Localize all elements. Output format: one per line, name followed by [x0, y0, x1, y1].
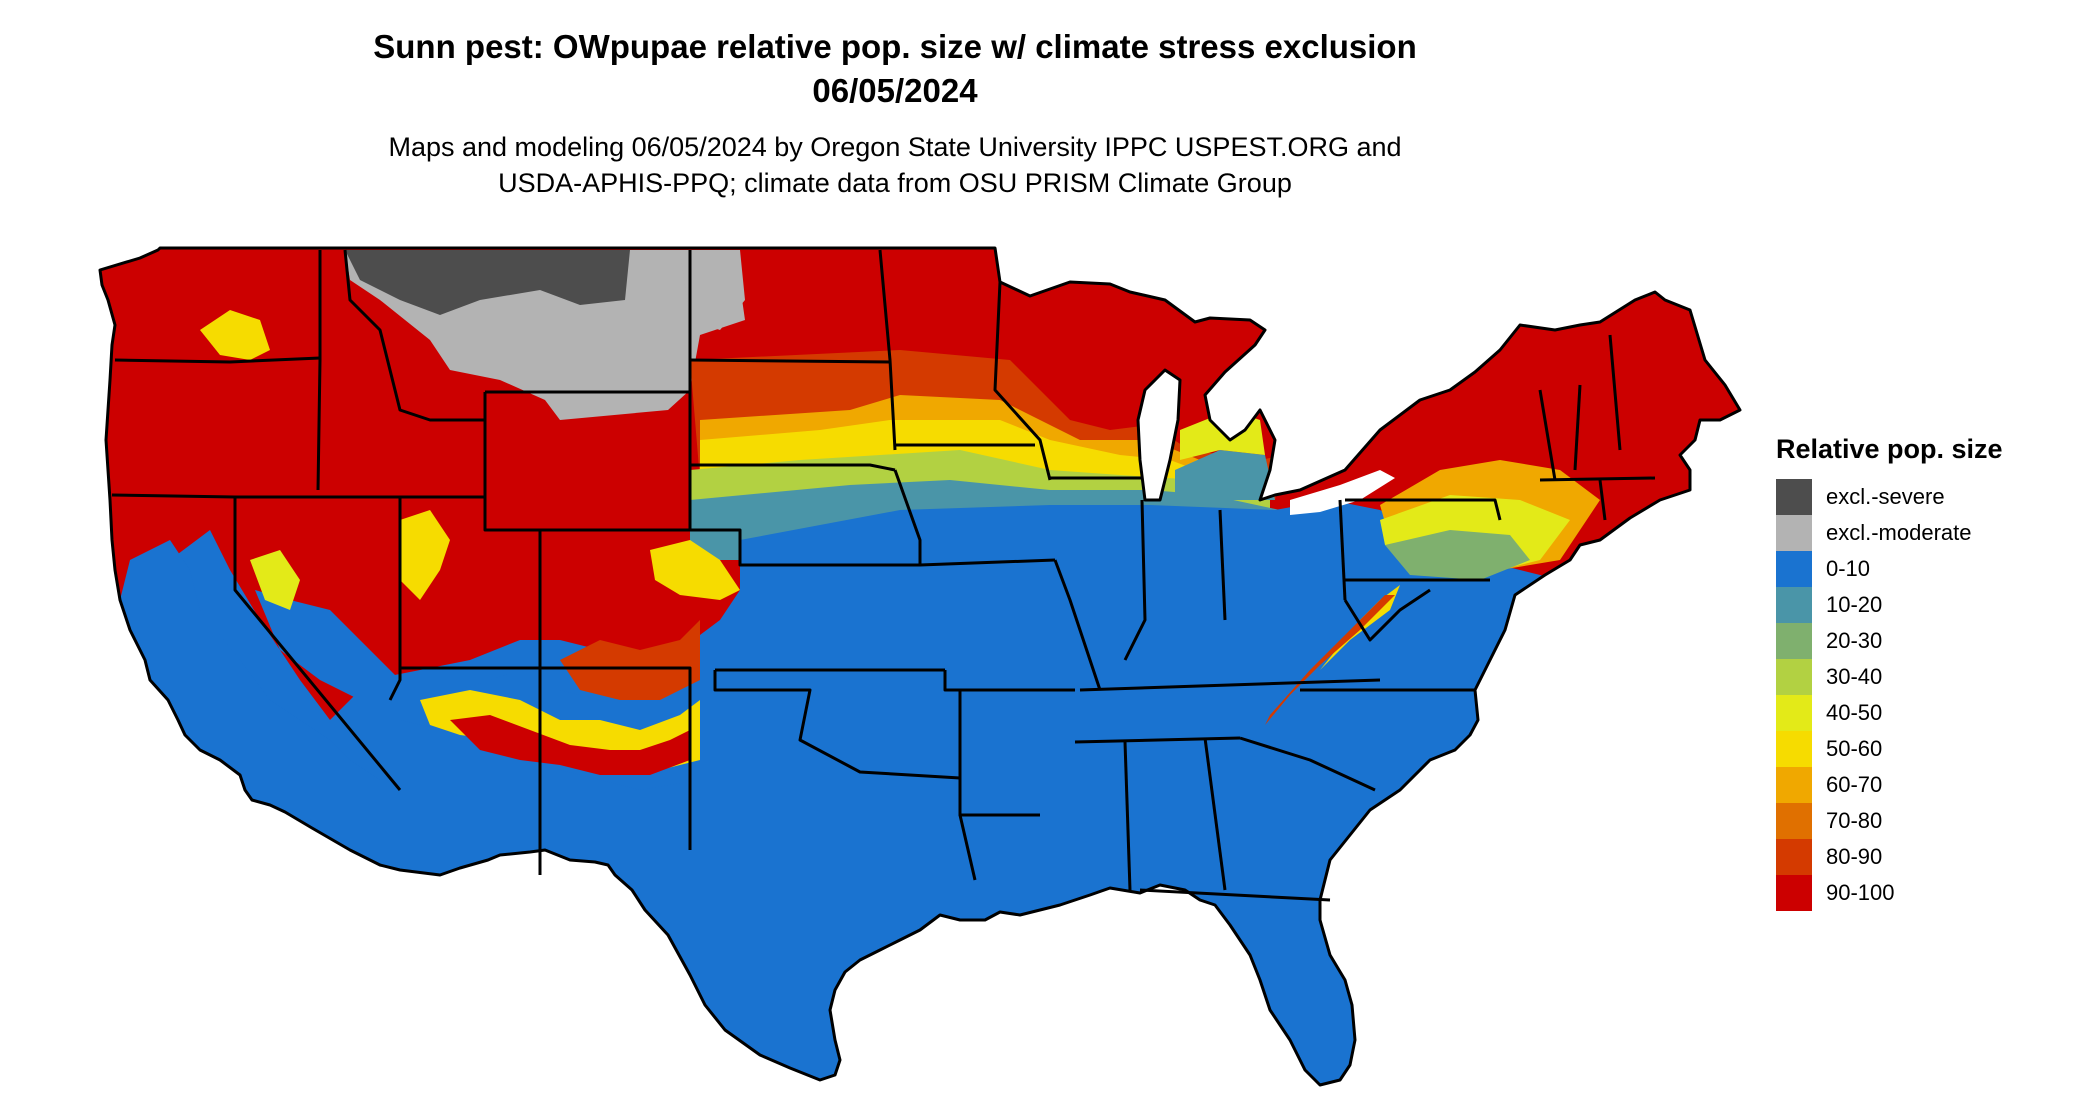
border-wv-va [1343, 588, 1431, 642]
legend-swatch [1776, 587, 1812, 623]
legend-label: 10-20 [1826, 592, 1883, 617]
border-ma-south [1539, 476, 1656, 482]
legend-swatch [1776, 551, 1812, 587]
legend-item: 0-10 [1776, 551, 2003, 587]
legend-swatch [1776, 839, 1812, 875]
zone-20-30-northeast [1385, 530, 1530, 580]
border-dakotas-mn [878, 249, 897, 451]
legend-swatch [1776, 659, 1812, 695]
border-in-oh [1218, 509, 1227, 621]
legend-item: 50-60 [1776, 731, 2003, 767]
border-ga-fl [1139, 888, 1331, 902]
map-subtitle-line-2: USDA-APHIS-PPQ; climate data from OSU PR… [498, 168, 1292, 198]
map-title: Sunn pest: OWpupae relative pop. size w/… [373, 28, 1417, 65]
border-ok-tx [713, 670, 961, 780]
legend-title: Relative pop. size [1776, 434, 2003, 464]
border-vt-nh [1573, 384, 1582, 471]
border-nv-ut [318, 495, 402, 701]
border-ny-vt [1538, 389, 1557, 481]
legend-item: 30-40 [1776, 659, 2003, 695]
border-mo-south [943, 670, 1075, 692]
border-id-west [316, 250, 322, 491]
legend-label: 90-100 [1826, 880, 1895, 905]
zone-50-60-washington-patch [200, 310, 270, 360]
legend-item: 80-90 [1776, 839, 2003, 875]
border-pa-ny [1345, 498, 1502, 521]
border-ky-tn [1079, 678, 1381, 692]
legend-item: 20-30 [1776, 623, 2003, 659]
border-mo-il [1053, 559, 1102, 691]
border-tx-la [958, 778, 977, 881]
legend-label: 0-10 [1826, 556, 1871, 581]
lake-michigan [1138, 370, 1180, 500]
zone-excl-severe-montana [345, 250, 630, 315]
zone-50-60-colorado-patch [650, 540, 740, 600]
zone-0-10-california [120, 540, 380, 860]
legend-label: 70-80 [1826, 808, 1883, 833]
us-outline [98, 246, 1742, 1087]
border-nd-sd [689, 358, 891, 364]
zone-80-90-new-mexico-patch [560, 620, 700, 700]
state-borders [98, 246, 1742, 1087]
legend-label: excl.-moderate [1826, 520, 1972, 545]
zone-10-20-michigan [1175, 450, 1275, 500]
border-id-mt [343, 249, 485, 422]
legend-swatch [1776, 479, 1812, 515]
border-sd-ne [690, 463, 896, 472]
legend-swatch [1776, 767, 1812, 803]
legend-label: 20-30 [1826, 628, 1883, 653]
map-date: 06/05/2024 [812, 72, 978, 109]
border-nh-me [1608, 334, 1622, 451]
border-nm-tx [540, 666, 692, 850]
legend-swatch [1776, 731, 1812, 767]
legend-item: excl.-severe [1776, 479, 2003, 515]
border-ne-ks [690, 528, 920, 567]
legend-swatch [1776, 803, 1812, 839]
border-il-in [1123, 499, 1147, 661]
legend-item: 60-70 [1776, 767, 2003, 803]
legend-label: 50-60 [1826, 736, 1883, 761]
legend-swatch [1776, 623, 1812, 659]
legend-item: 40-50 [1776, 695, 2003, 731]
border-sc-nc [1239, 736, 1376, 792]
map-legend: Relative pop. size excl.-severe excl.-mo… [1776, 434, 2003, 911]
zone-90-100-arizona-patch [450, 715, 690, 775]
border-wa-or [114, 356, 321, 364]
legend-label: 30-40 [1826, 664, 1883, 689]
border-oh-pa [1338, 499, 1347, 601]
lake-erie [1290, 470, 1395, 515]
legend-item: 10-20 [1776, 587, 2003, 623]
border-tn-south [1074, 736, 1241, 744]
map-subtitle-line-1: Maps and modeling 06/05/2024 by Oregon S… [388, 132, 1402, 162]
border-mn-wi [993, 281, 1052, 481]
border-al-ga [1203, 737, 1227, 891]
legend-swatch [1776, 515, 1812, 551]
zone-excl-moderate-nd [680, 250, 745, 330]
zone-40-50-nevada-patch [250, 550, 300, 610]
border-ca-nv [233, 497, 402, 791]
legend-label: excl.-severe [1826, 484, 1945, 509]
legend-swatch [1776, 875, 1812, 911]
legend-label: 80-90 [1826, 844, 1883, 869]
zone-50-60-utah-patch [400, 510, 450, 600]
legend-item: 70-80 [1776, 803, 2003, 839]
legend-item: excl.-moderate [1776, 515, 2003, 551]
border-ct-ri [1598, 479, 1607, 521]
border-ms-al [1123, 741, 1132, 891]
border-ia-mo [893, 469, 1056, 567]
lake-michigan-outline [1136, 368, 1182, 502]
legend-label: 40-50 [1826, 700, 1883, 725]
legend-label: 60-70 [1826, 772, 1883, 797]
legend-item: 90-100 [1776, 875, 2003, 911]
legend-swatch [1776, 695, 1812, 731]
